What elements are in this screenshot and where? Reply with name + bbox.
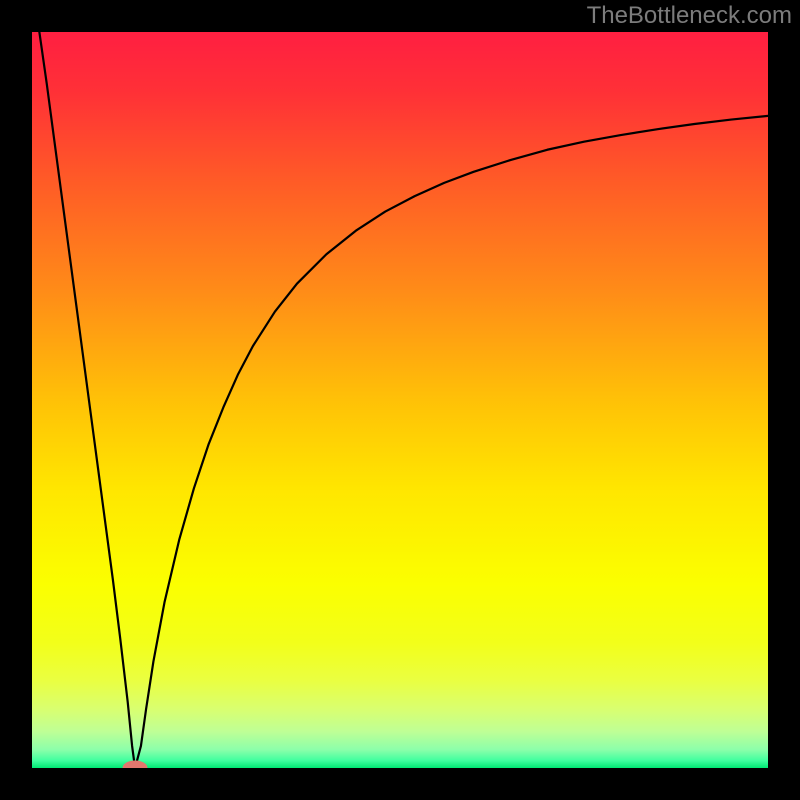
watermark-text: TheBottleneck.com [587,2,792,30]
plot-area [32,32,768,768]
chart-container: TheBottleneck.com [0,0,800,800]
plot-svg [32,32,768,768]
plot-background [32,32,768,768]
